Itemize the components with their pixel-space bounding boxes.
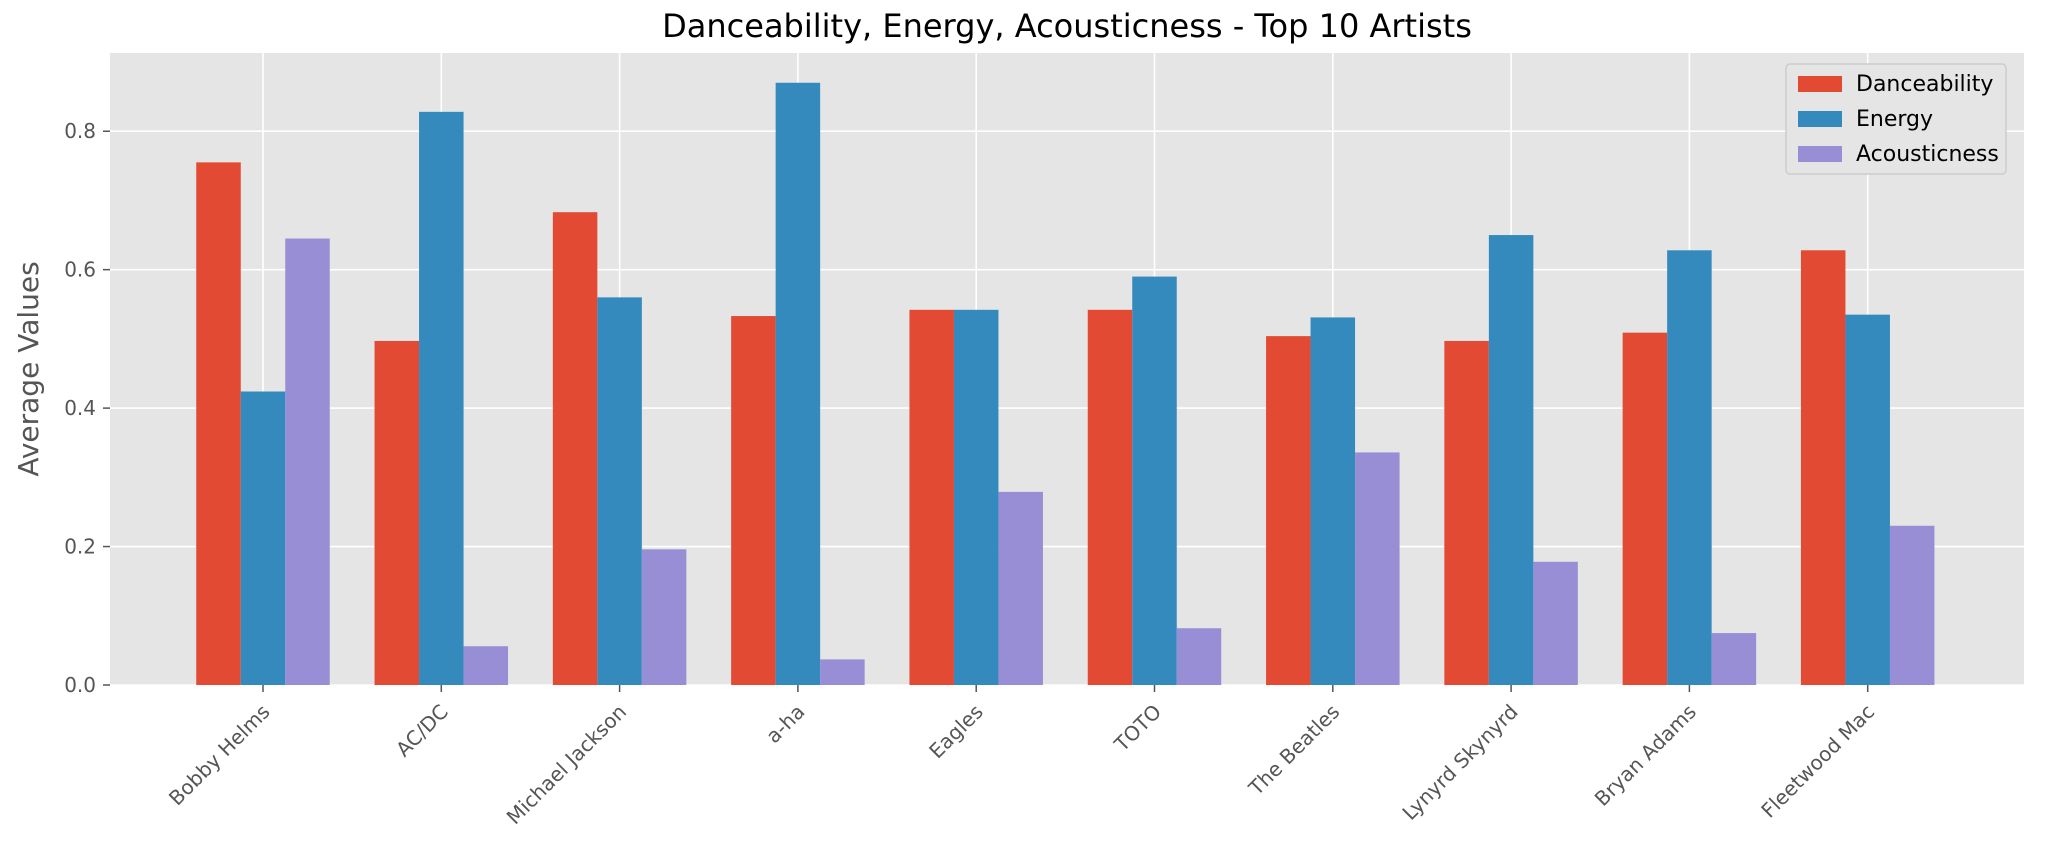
y-axis-label: Average Values [12,261,45,476]
legend-label-danceability: Danceability [1856,72,1993,97]
x-tick-label: Michael Jackson [502,700,631,829]
bar-energy-1 [240,391,286,685]
x-tick-label: Lynyrd Skynyrd [1397,700,1522,825]
bar-danceability-4 [731,316,776,685]
bars [196,82,1935,686]
bar-danceability-3 [552,212,598,685]
bar-acousticness-9 [1711,633,1757,685]
y-tick-label: 0.6 [64,258,96,282]
legend-swatch-energy [1798,111,1842,127]
bar-energy-2 [419,111,464,685]
bar-danceability-1 [196,162,241,685]
y-tick-label: 0.0 [64,673,96,697]
x-tick-label: AC/DC [391,700,453,762]
bar-danceability-2 [374,340,420,685]
bar-energy-7 [1310,317,1356,685]
bar-energy-9 [1667,250,1712,685]
bar-energy-10 [1845,314,1890,685]
bar-acousticness-2 [463,646,509,685]
legend: Danceability Energy Acousticness [1785,63,2007,175]
x-tick-label: Bryan Adams [1590,700,1701,811]
bar-energy-5 [953,309,999,685]
legend-swatch-danceability [1798,76,1842,92]
x-tick-label: Fleetwood Mac [1756,700,1879,823]
y-tick-label: 0.4 [64,396,96,420]
bar-acousticness-1 [285,238,330,686]
bar-danceability-5 [909,309,954,685]
x-tick-label: The Beatles [1243,700,1344,801]
bar-acousticness-4 [820,659,865,685]
bar-danceability-7 [1266,336,1311,685]
y-tick-label: 0.2 [64,535,96,559]
bar-acousticness-10 [1889,525,1935,685]
x-tick-label: Bobby Helms [164,700,275,811]
bar-energy-3 [597,297,642,685]
bar-danceability-6 [1087,309,1133,685]
x-tick-label: Eagles [924,700,988,764]
chart-title: Danceability, Energy, Acousticness - Top… [662,7,1472,45]
bar-danceability-8 [1444,340,1489,685]
bar-acousticness-8 [1533,561,1578,685]
bar-energy-8 [1488,235,1534,686]
x-tick-label: a-ha [761,700,809,748]
bar-acousticness-5 [998,491,1043,685]
y-tick-label: 0.8 [64,119,96,143]
bar-energy-4 [775,82,821,685]
bar-acousticness-6 [1176,628,1222,685]
bar-acousticness-7 [1355,452,1400,685]
bar-energy-6 [1132,276,1177,685]
bar-acousticness-3 [641,549,687,685]
legend-label-energy: Energy [1856,107,1933,132]
bar-danceability-9 [1622,332,1668,685]
x-axis-ticks: Bobby Helms AC/DC Michael Jackson a-ha Eagle… [164,685,1879,829]
bar-danceability-10 [1800,250,1846,685]
legend-label-acousticness: Acousticness [1856,142,1999,167]
x-tick-label: TOTO [1109,700,1166,757]
legend-swatch-acousticness [1798,146,1842,162]
y-axis-ticks: 0.0 0.2 0.4 0.6 0.8 [64,119,110,697]
